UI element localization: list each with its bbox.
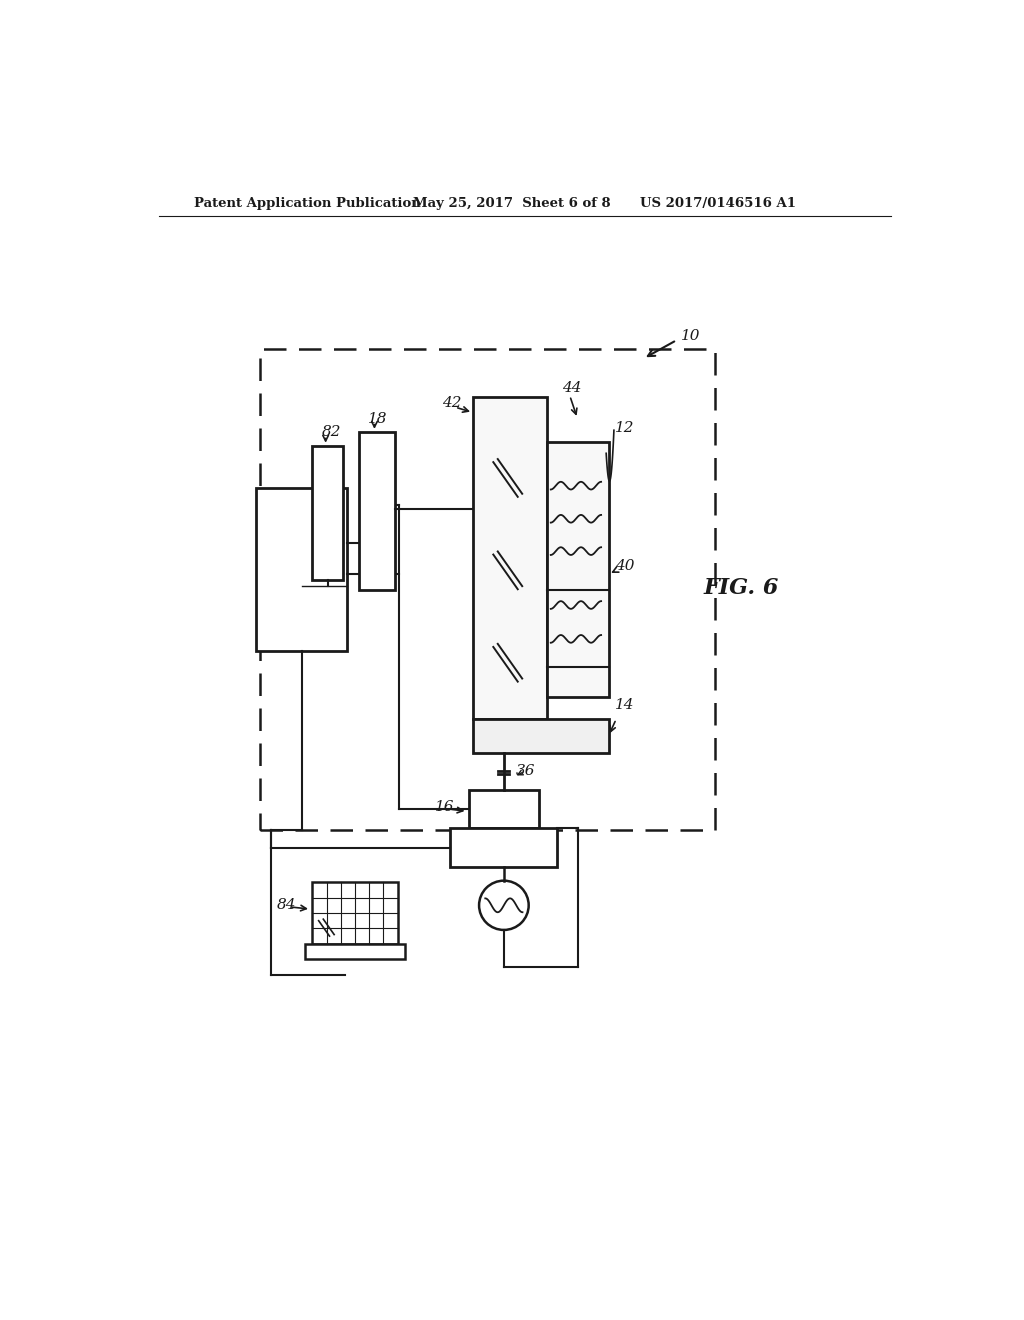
Text: 12: 12 — [614, 421, 634, 434]
Bar — [473, 719, 608, 752]
Bar — [312, 882, 397, 944]
Text: 36: 36 — [515, 764, 535, 779]
Text: US 2017/0146516 A1: US 2017/0146516 A1 — [640, 197, 796, 210]
Text: FIG. 6: FIG. 6 — [703, 577, 778, 599]
Bar — [359, 432, 394, 590]
Bar — [469, 789, 539, 829]
Text: May 25, 2017  Sheet 6 of 8: May 25, 2017 Sheet 6 of 8 — [414, 197, 611, 210]
Text: 16: 16 — [435, 800, 455, 813]
Bar — [256, 488, 346, 651]
Text: 10: 10 — [681, 329, 700, 342]
Bar — [260, 350, 716, 830]
Bar — [305, 944, 406, 960]
Circle shape — [479, 880, 528, 929]
Text: Patent Application Publication: Patent Application Publication — [194, 197, 421, 210]
Bar — [547, 442, 608, 697]
Text: 18: 18 — [369, 412, 388, 425]
Text: 42: 42 — [442, 396, 462, 411]
Text: 14: 14 — [614, 698, 634, 711]
Bar — [312, 446, 343, 581]
Bar — [451, 829, 557, 867]
Bar — [473, 397, 547, 719]
Text: 82: 82 — [322, 425, 341, 438]
Text: 44: 44 — [562, 381, 582, 395]
Text: 84: 84 — [276, 899, 296, 912]
Text: 40: 40 — [614, 560, 634, 573]
